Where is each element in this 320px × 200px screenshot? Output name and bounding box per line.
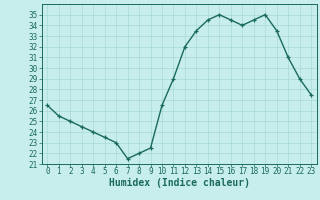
X-axis label: Humidex (Indice chaleur): Humidex (Indice chaleur) xyxy=(109,178,250,188)
